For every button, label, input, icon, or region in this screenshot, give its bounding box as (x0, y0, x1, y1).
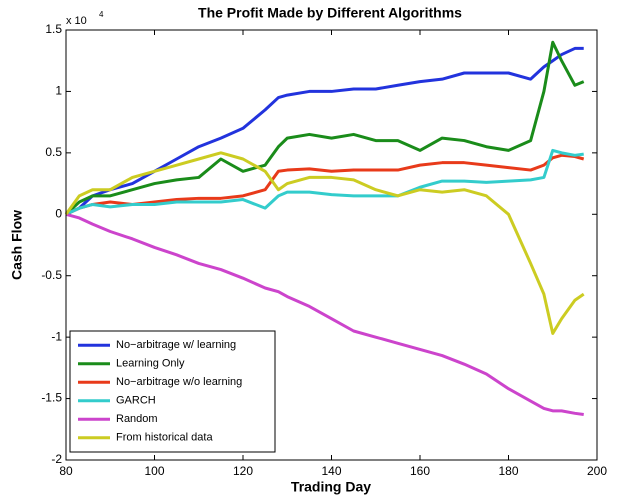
x-tick-label: 200 (587, 464, 607, 478)
series-line (65, 153, 585, 216)
x-tick-label: 120 (233, 464, 253, 478)
y-tick-label: -1.5 (41, 391, 62, 405)
legend-label: No−arbitrage w/o learning (116, 376, 242, 388)
y-tick-label: -0.5 (41, 268, 62, 282)
legend: No−arbitrage w/ learning Learning Only No−… (69, 330, 276, 453)
series-line (65, 46, 584, 216)
x-tick-label: 160 (410, 464, 430, 478)
legend-label: GARCH (116, 395, 156, 407)
series-line (64, 151, 585, 335)
y-tick-label: 0.5 (45, 145, 62, 159)
y-multiplier: x 10 (66, 15, 87, 27)
y-tick-label: 0 (55, 206, 62, 220)
y-tick-label: -1 (51, 329, 62, 343)
x-tick-label: 140 (321, 464, 341, 478)
x-tick-label: 100 (144, 464, 164, 478)
legend-label: No−arbitrage w/ learning (116, 339, 236, 351)
y-axis-label: Cash Flow (9, 210, 25, 280)
legend-box (69, 330, 276, 453)
legend-label: From historical data (116, 432, 213, 444)
y-tick-label: 1.5 (45, 22, 62, 36)
x-tick-label: 180 (498, 464, 518, 478)
x-axis-label: Trading Day (291, 479, 371, 495)
x-tick-label: 80 (59, 464, 73, 478)
y-tick-label: 1 (55, 84, 62, 98)
legend-label: Random (116, 413, 158, 425)
plot-frame (65, 29, 598, 461)
y-multiplier-exponent: 4 (99, 10, 104, 19)
series-line (65, 212, 584, 417)
series-line (64, 40, 585, 216)
chart-title: The Profit Made by Different Algorithms (198, 5, 462, 21)
series-line (65, 148, 584, 216)
legend-label: Learning Only (116, 358, 185, 370)
y-tick-label: -2 (51, 452, 62, 466)
